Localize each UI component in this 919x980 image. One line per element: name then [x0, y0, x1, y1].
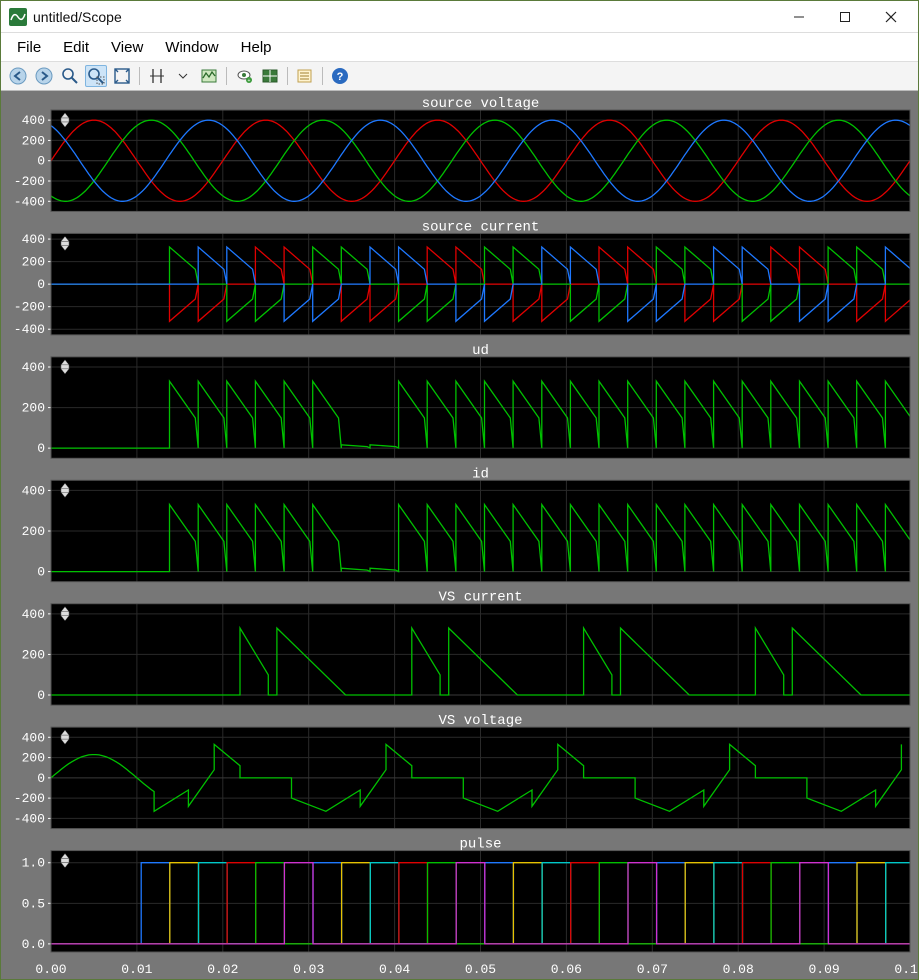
ytick-label: 0 [37, 154, 45, 169]
ytick-label: 0.5 [22, 896, 45, 911]
ytick-label: -400 [14, 811, 45, 826]
xtick-label: 0.02 [207, 962, 238, 977]
xtick-label: 0.09 [808, 962, 839, 977]
xtick-label: 0.00 [35, 962, 66, 977]
menu-edit[interactable]: Edit [53, 37, 99, 58]
ytick-label: 400 [22, 360, 45, 375]
ytick-label: 400 [22, 730, 45, 745]
scope-app-icon [9, 8, 27, 26]
ytick-label: -200 [14, 300, 45, 315]
menu-window[interactable]: Window [155, 37, 228, 58]
xtick-label: 0.03 [293, 962, 324, 977]
settings-icon[interactable] [294, 65, 316, 87]
ytick-label: 400 [22, 483, 45, 498]
ytick-label: 200 [22, 751, 45, 766]
ytick-label: 0 [37, 688, 45, 703]
ytick-label: 400 [22, 232, 45, 247]
ytick-label: 400 [22, 113, 45, 128]
svg-text:?: ? [337, 71, 344, 83]
back-icon[interactable] [7, 65, 29, 87]
plot-area[interactable]: source voltage-400-2000200400source curr… [1, 91, 918, 979]
ytick-label: 0 [37, 771, 45, 786]
ytick-label: 200 [22, 401, 45, 416]
xtick-label: 0.10 [894, 962, 918, 977]
zoom-box-icon[interactable] [85, 65, 107, 87]
ytick-label: 0.0 [22, 937, 45, 952]
ytick-label: 400 [22, 607, 45, 622]
toolbar: +? [1, 61, 918, 91]
ytick-label: 1.0 [22, 856, 45, 871]
menu-file[interactable]: File [7, 37, 51, 58]
svg-text:+: + [248, 78, 251, 84]
ytick-label: 200 [22, 647, 45, 662]
ytick-label: 200 [22, 133, 45, 148]
minimize-button[interactable] [776, 2, 822, 32]
xtick-label: 0.04 [379, 962, 410, 977]
ytick-label: 0 [37, 277, 45, 292]
close-button[interactable] [868, 2, 914, 32]
xtick-label: 0.01 [121, 962, 152, 977]
cursor-icon[interactable] [146, 65, 168, 87]
window-title: untitled/Scope [33, 9, 776, 25]
titlebar: untitled/Scope [1, 1, 918, 33]
help-icon[interactable]: ? [329, 65, 351, 87]
fit-icon[interactable] [111, 65, 133, 87]
signal-stats-icon[interactable] [198, 65, 220, 87]
xtick-label: 0.07 [637, 962, 668, 977]
ytick-label: 0 [37, 565, 45, 580]
xtick-label: 0.06 [551, 962, 582, 977]
ytick-label: -400 [14, 194, 45, 209]
zoom-icon[interactable] [59, 65, 81, 87]
forward-icon[interactable] [33, 65, 55, 87]
highlight-icon[interactable]: + [233, 65, 255, 87]
ytick-label: -200 [14, 174, 45, 189]
ytick-label: -200 [14, 791, 45, 806]
xtick-label: 0.05 [465, 962, 496, 977]
ytick-label: 200 [22, 524, 45, 539]
ytick-label: 200 [22, 255, 45, 270]
ytick-label: 0 [37, 441, 45, 456]
dropdown-icon[interactable] [172, 65, 194, 87]
layout-icon[interactable] [259, 65, 281, 87]
maximize-button[interactable] [822, 2, 868, 32]
ytick-label: -400 [14, 322, 45, 337]
menubar: File Edit View Window Help [1, 33, 918, 61]
menu-help[interactable]: Help [231, 37, 282, 58]
xtick-label: 0.08 [723, 962, 754, 977]
menu-view[interactable]: View [101, 37, 153, 58]
